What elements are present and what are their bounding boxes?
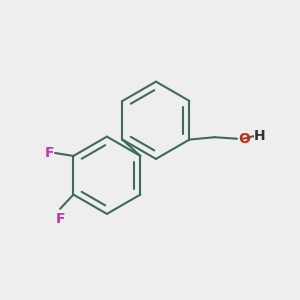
Text: H: H: [254, 129, 265, 143]
Text: F: F: [45, 146, 54, 160]
Text: O: O: [238, 132, 250, 146]
Text: F: F: [55, 212, 65, 226]
